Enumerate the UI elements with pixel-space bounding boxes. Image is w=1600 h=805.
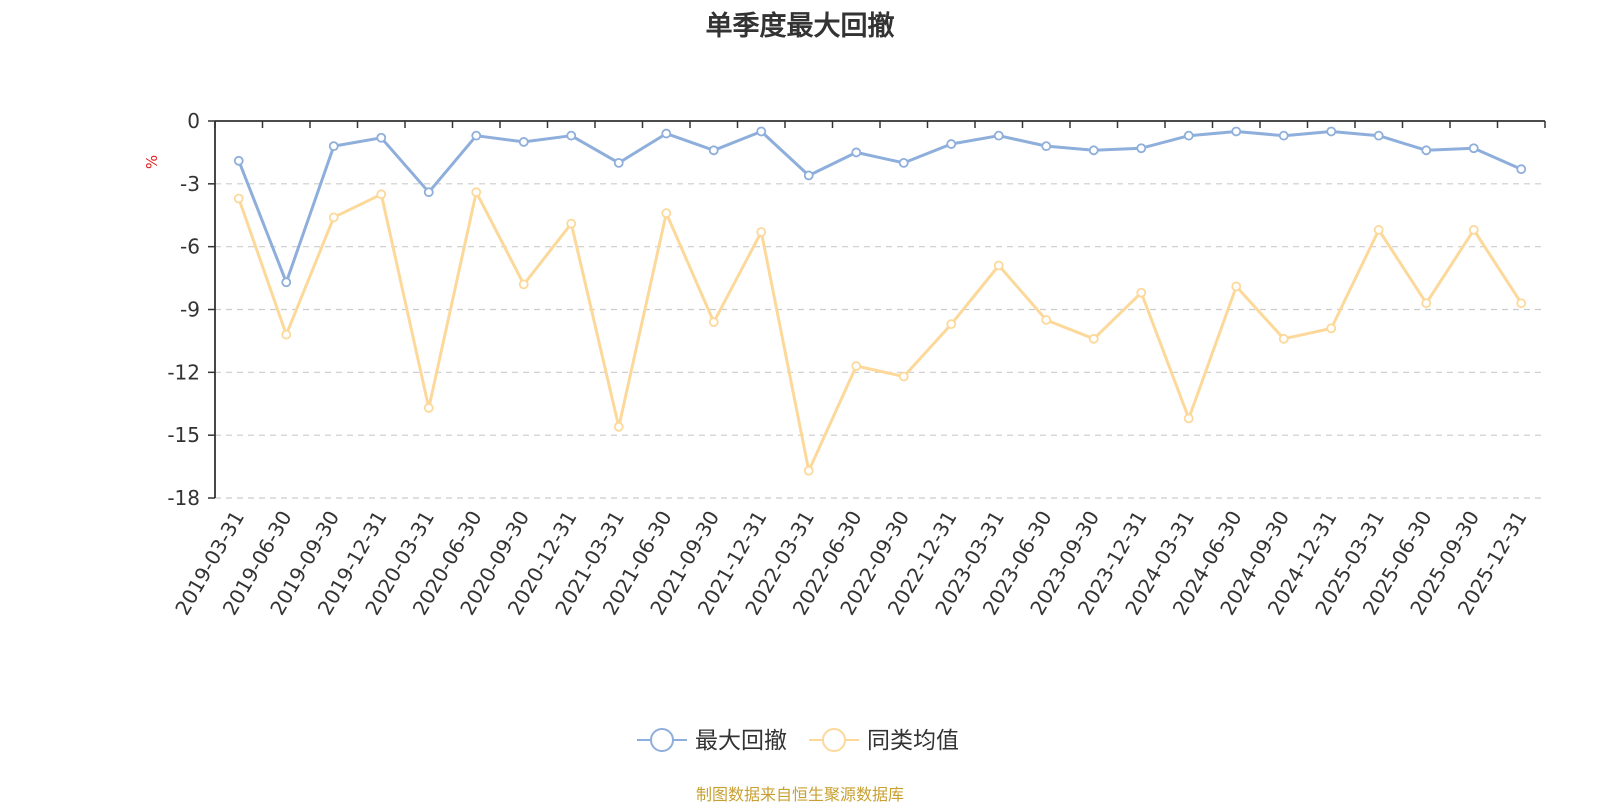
data-point	[803, 170, 814, 181]
data-point	[851, 361, 862, 371]
data-point	[1041, 315, 1052, 325]
legend: 最大回撤 同类均值	[637, 728, 959, 754]
data-point	[993, 130, 1004, 141]
y-tick-label: -6	[180, 235, 200, 259]
data-point	[1373, 130, 1384, 141]
data-point	[1326, 126, 1337, 137]
data-point	[233, 193, 244, 204]
data-point	[1421, 145, 1432, 156]
data-point	[613, 157, 624, 168]
data-point	[661, 208, 672, 219]
source-note: 制图数据来自恒生聚源数据库	[695, 785, 904, 804]
y-axis-label: %	[143, 155, 161, 169]
data-point	[1326, 323, 1337, 334]
data-point	[566, 218, 577, 229]
data-point	[708, 317, 719, 327]
data-point	[803, 465, 814, 476]
series-line-2	[237, 190, 1523, 473]
data-point	[518, 279, 529, 290]
data-point	[1421, 298, 1432, 309]
data-point	[1088, 333, 1099, 344]
data-point	[851, 147, 862, 158]
data-point	[1136, 287, 1147, 298]
y-tick-label: -3	[180, 172, 200, 196]
data-point	[1183, 413, 1194, 424]
data-point	[1231, 281, 1242, 292]
y-tick-label: -9	[180, 298, 200, 322]
series-line-1	[237, 130, 1522, 284]
data-point	[376, 132, 387, 143]
data-point	[993, 260, 1004, 271]
data-point	[946, 139, 957, 149]
data-point	[518, 137, 529, 147]
data-point	[1373, 225, 1384, 235]
axes: 0-3-6-9-12-15-18%2019-03-312019-06-30201…	[143, 109, 1546, 619]
data-point	[613, 421, 624, 432]
data-point	[1041, 141, 1052, 152]
data-point	[1231, 126, 1242, 137]
y-tick-label: -18	[167, 486, 200, 510]
data-point	[1278, 333, 1289, 344]
chart-title: 单季度最大回撤	[705, 11, 895, 42]
data-point	[566, 130, 577, 141]
data-point	[471, 187, 482, 198]
data-point	[1516, 298, 1527, 309]
data-point	[756, 126, 767, 137]
data-point	[756, 227, 767, 237]
data-point	[376, 189, 387, 200]
legend-label: 最大回撤	[695, 728, 787, 754]
data-point	[423, 403, 434, 413]
data-point	[661, 128, 672, 139]
y-tick-label: 0	[187, 109, 200, 133]
data-point	[281, 277, 292, 288]
data-point	[471, 130, 482, 141]
legend-marker	[650, 728, 674, 752]
data-point	[423, 187, 434, 198]
data-point	[281, 329, 292, 340]
data-point	[1468, 143, 1479, 154]
data-point	[946, 319, 957, 330]
data-point	[1088, 145, 1099, 156]
data-point	[1136, 143, 1147, 154]
data-point	[328, 212, 339, 223]
data-point	[708, 145, 719, 156]
y-tick-label: -15	[167, 423, 200, 447]
data-point	[1516, 164, 1527, 175]
data-point	[328, 141, 339, 152]
data-point	[1468, 225, 1479, 235]
data-point	[1278, 130, 1289, 141]
data-point	[898, 157, 909, 168]
data-point	[233, 155, 244, 166]
data-point	[1183, 130, 1194, 141]
series-layer	[233, 126, 1527, 476]
y-tick-label: -12	[167, 360, 200, 384]
legend-marker	[822, 728, 846, 752]
legend-label: 同类均值	[867, 728, 959, 754]
data-point	[898, 371, 909, 382]
